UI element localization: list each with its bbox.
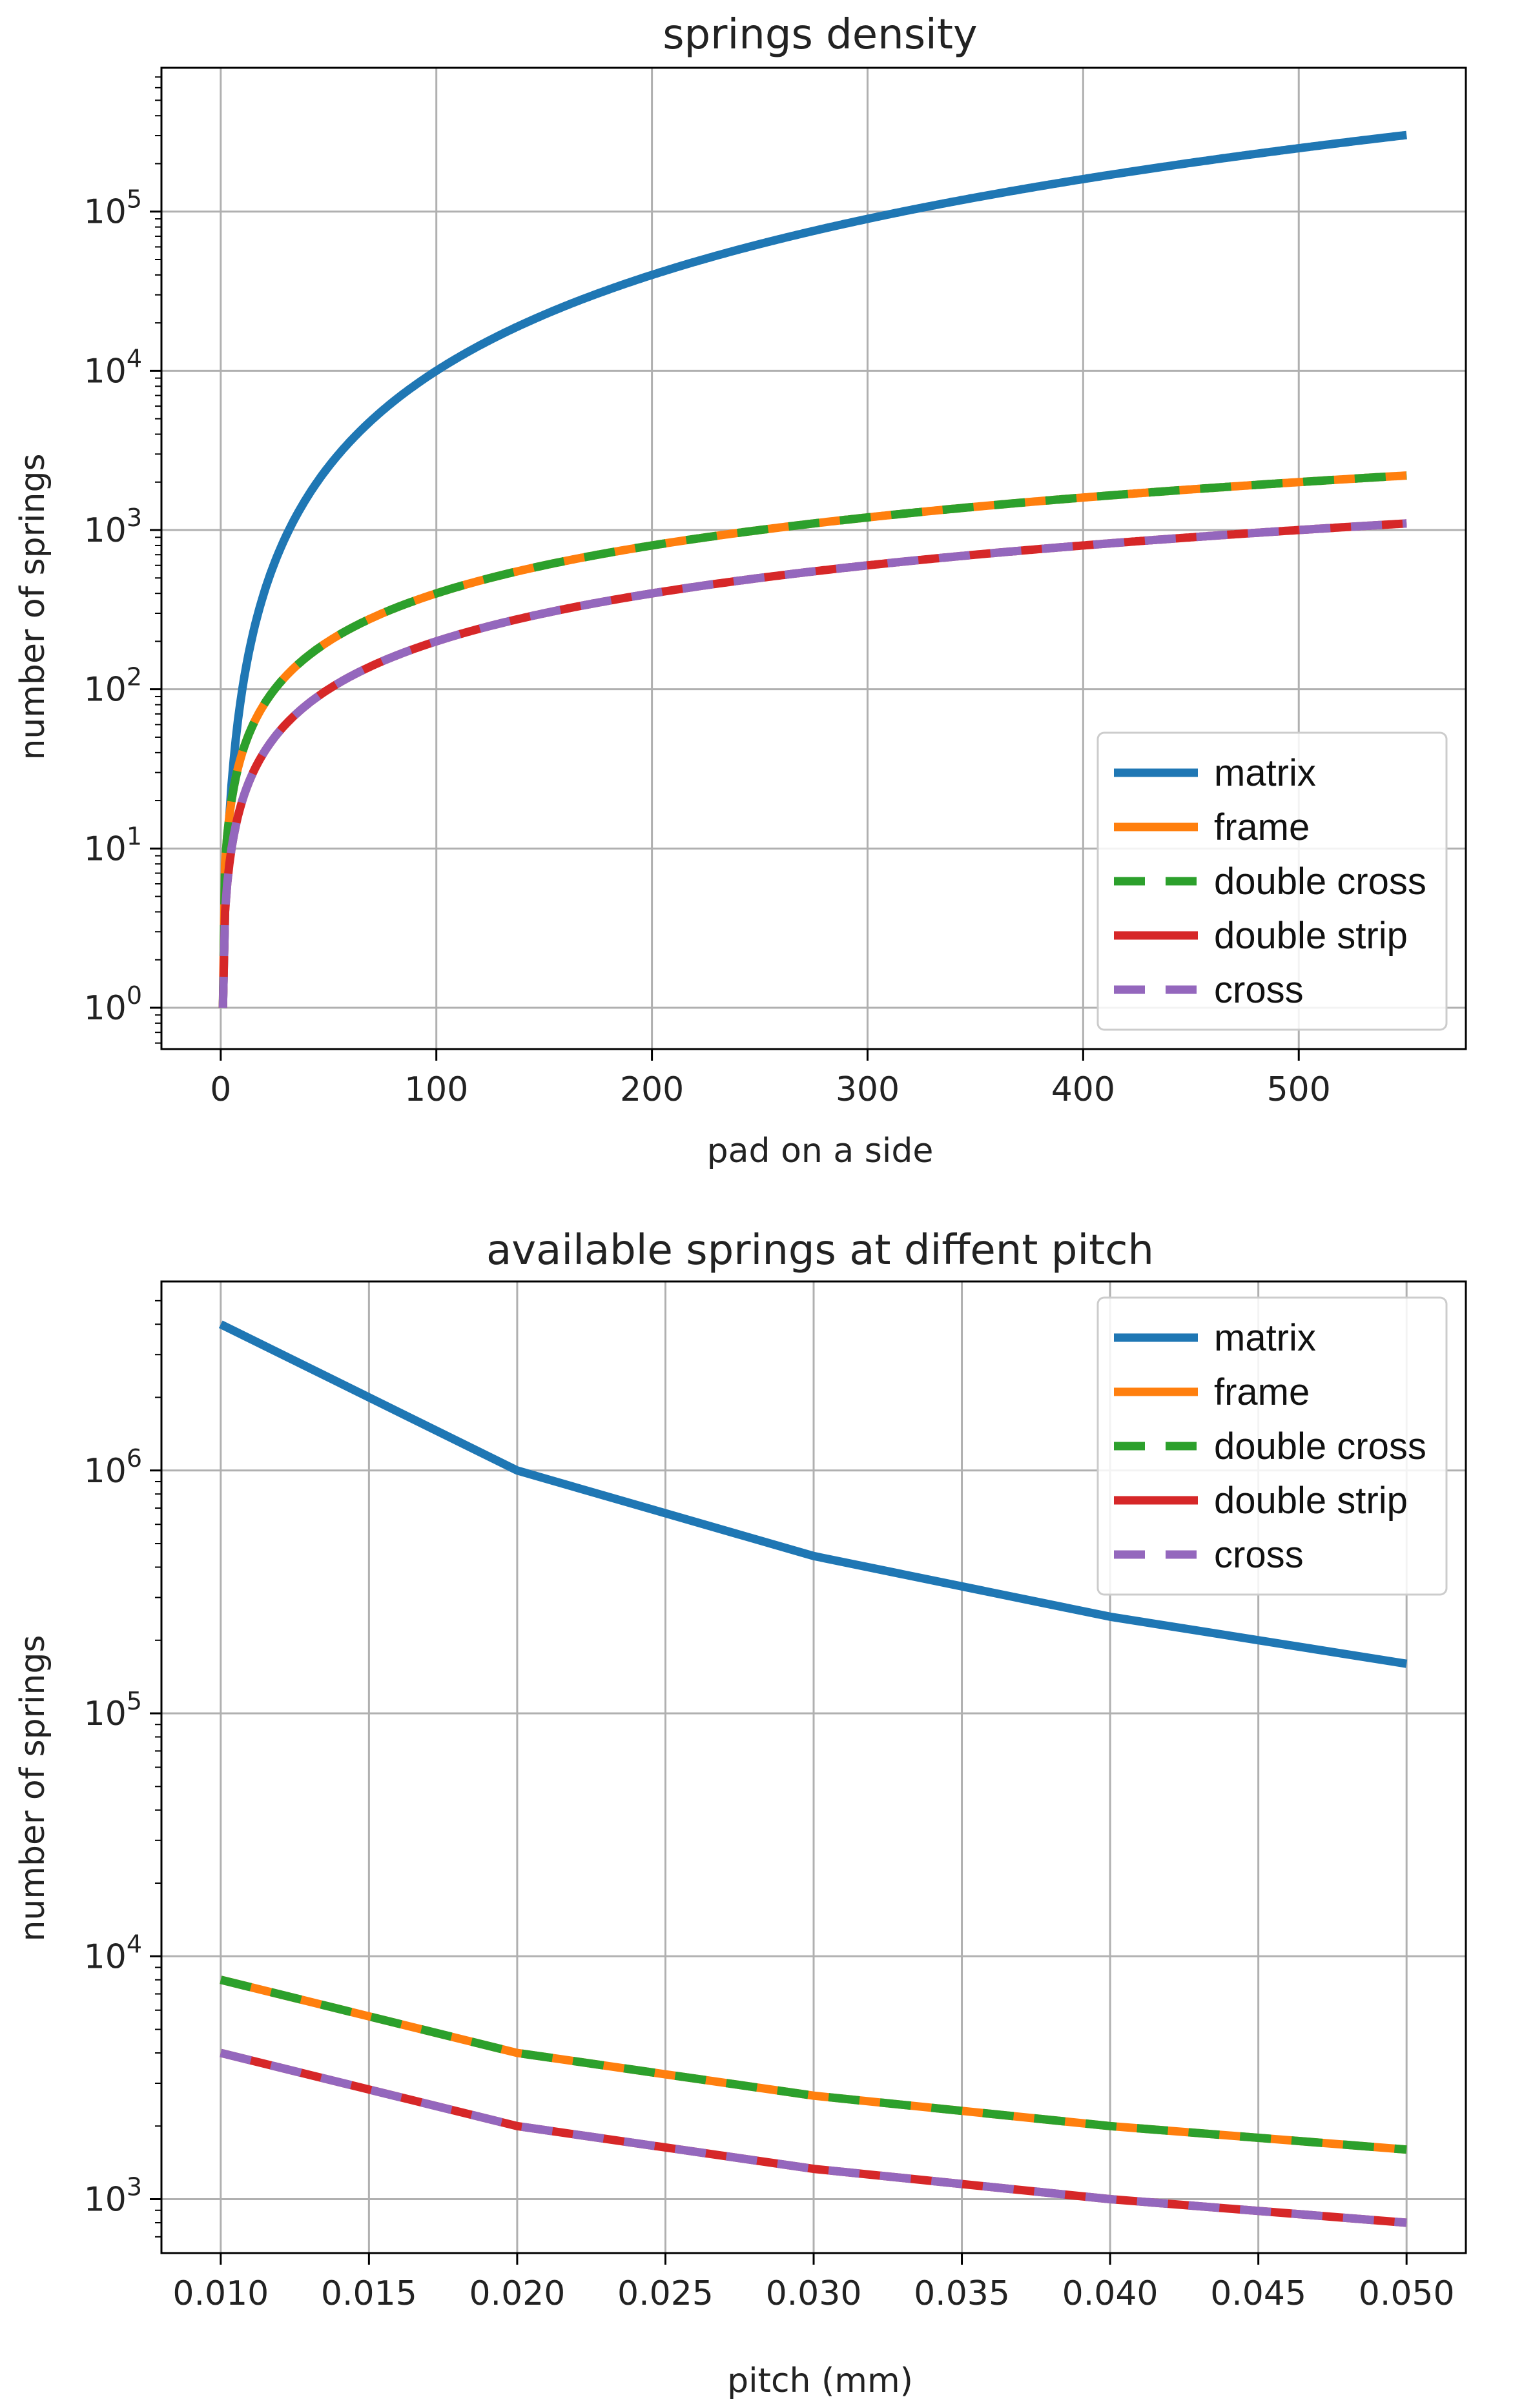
legend: matrix frame double cross double strip cross <box>1096 731 1448 1031</box>
y-axis-label: number of springs <box>14 1635 52 1941</box>
y-tick-exponent: 5 <box>127 185 142 214</box>
y-tick-exponent: 0 <box>127 981 142 1010</box>
y-tick-exponent: 3 <box>127 2173 142 2201</box>
legend-label: double strip <box>1214 1480 1408 1522</box>
y-tick-exponent: 1 <box>127 822 142 850</box>
y-tick-label: 103 <box>84 2173 142 2219</box>
y-tick-base: 10 <box>84 511 127 550</box>
y-tick-label: 104 <box>84 1930 142 1976</box>
y-tick-base: 10 <box>84 1452 127 1491</box>
series-line-double-cross <box>218 471 1409 1008</box>
legend-label: double strip <box>1214 915 1408 957</box>
y-tick-exponent: 4 <box>127 1930 142 1958</box>
y-tick-base: 10 <box>84 2181 127 2219</box>
x-tick-label: 400 <box>1051 1070 1115 1109</box>
y-tick-exponent: 4 <box>127 344 142 372</box>
legend-label: double cross <box>1214 1425 1426 1467</box>
x-tick-label: 0.030 <box>766 2274 862 2313</box>
x-tick-label: 0.045 <box>1210 2274 1306 2313</box>
legend-label: cross <box>1214 969 1304 1011</box>
x-tick-label: 0.010 <box>172 2274 269 2313</box>
x-tick-label: 0.050 <box>1359 2274 1455 2313</box>
y-tick-base: 10 <box>84 830 127 868</box>
y-axis-label: number of springs <box>14 453 52 760</box>
legend-box <box>1096 1296 1448 1596</box>
legend-label: frame <box>1214 806 1310 848</box>
y-tick-exponent: 6 <box>127 1444 142 1473</box>
x-tick-label: 0.020 <box>469 2274 565 2313</box>
legend-label: matrix <box>1214 752 1316 794</box>
y-tick-base: 10 <box>84 1695 127 1733</box>
y-tick-label: 101 <box>84 822 142 868</box>
legend-label: matrix <box>1214 1317 1316 1359</box>
legend: matrix frame double cross double strip cross <box>1096 1296 1448 1596</box>
y-tick-label: 103 <box>84 504 142 550</box>
series-line-matrix <box>218 130 1409 1008</box>
legend-label: cross <box>1214 1534 1304 1576</box>
y-tick-label: 102 <box>84 663 142 709</box>
axes-frame <box>160 1280 1467 2254</box>
y-tick-exponent: 2 <box>127 663 142 691</box>
x-tick-label: 200 <box>620 1070 684 1109</box>
series-line-cross <box>220 2048 1407 2227</box>
x-tick-label: 0.025 <box>617 2274 714 2313</box>
chart-title: springs density <box>663 11 978 59</box>
legend-box <box>1096 731 1448 1031</box>
pitch-springs-chart: available springs at diffent pitch pitch… <box>14 1227 1467 2400</box>
y-tick-base: 10 <box>84 193 127 232</box>
x-tick-label: 100 <box>404 1070 468 1109</box>
x-tick-label: 0.040 <box>1062 2274 1158 2313</box>
x-tick-label: 0 <box>210 1070 231 1109</box>
y-tick-base: 10 <box>84 352 127 391</box>
y-tick-exponent: 3 <box>127 504 142 532</box>
y-tick-label: 105 <box>84 1687 142 1733</box>
legend-label: double cross <box>1214 861 1426 903</box>
y-tick-base: 10 <box>84 1937 127 1976</box>
y-tick-label: 106 <box>84 1444 142 1491</box>
y-tick-label: 104 <box>84 344 142 391</box>
series-line-cross <box>218 519 1409 1008</box>
chart-title: available springs at diffent pitch <box>486 1227 1154 1274</box>
y-tick-exponent: 5 <box>127 1687 142 1715</box>
series-line-double-cross <box>220 1975 1407 2154</box>
axes-frame <box>160 66 1467 1050</box>
y-tick-base: 10 <box>84 989 127 1028</box>
y-tick-base: 10 <box>84 671 127 709</box>
x-axis-label: pad on a side <box>707 1132 934 1170</box>
x-tick-label: 300 <box>836 1070 900 1109</box>
y-tick-label: 105 <box>84 185 142 232</box>
x-tick-label: 500 <box>1267 1070 1331 1109</box>
x-axis-label: pitch (mm) <box>727 2362 913 2400</box>
x-tick-label: 0.015 <box>321 2274 417 2313</box>
y-tick-label: 100 <box>84 981 142 1028</box>
series-line-matrix <box>218 1320 1408 1668</box>
x-tick-label: 0.035 <box>914 2274 1010 2313</box>
legend-label: frame <box>1214 1371 1310 1413</box>
springs-density-chart: springs density pad on a side number of … <box>14 11 1467 1170</box>
